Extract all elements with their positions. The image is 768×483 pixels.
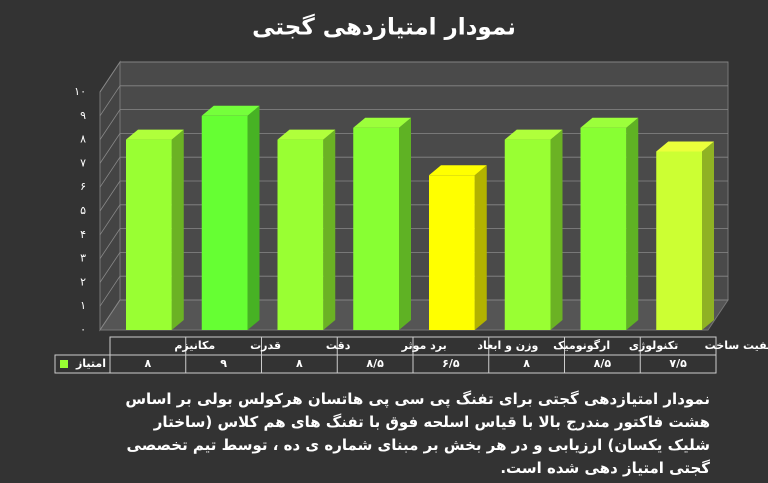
- x-tick-label: تکنولوژی: [629, 339, 678, 352]
- bar-top: [353, 117, 411, 128]
- grid-line: [99, 109, 728, 140]
- x-tick-label: مکانیزم: [174, 339, 215, 352]
- data-label: ۸: [145, 357, 152, 370]
- grid-line: [99, 61, 728, 93]
- bar-side: [626, 117, 639, 330]
- caption: نمودار امتیازدهی گجتی برای تفنگ پی سی پی…: [125, 390, 710, 477]
- bar: [504, 139, 551, 330]
- bar: [656, 151, 702, 330]
- y-tick-label: ۲: [80, 275, 86, 288]
- bar-top: [429, 165, 487, 176]
- x-tick-label: ارگونومیک: [553, 339, 610, 352]
- data-label: ۸/۵: [366, 357, 384, 370]
- bar-side: [702, 141, 714, 330]
- bar-side: [550, 129, 563, 330]
- bar: [429, 175, 475, 330]
- bar-top: [504, 129, 563, 140]
- y-tick-label: ۱۰: [74, 85, 86, 98]
- bar: [277, 139, 324, 330]
- data-label: ۸: [523, 357, 530, 370]
- data-label: ۸/۵: [594, 357, 612, 370]
- bar-side: [247, 105, 260, 330]
- y-tick-label: ۹: [80, 109, 86, 122]
- bar-top: [277, 129, 336, 140]
- y-tick-label: ۳: [80, 252, 86, 265]
- x-tick-label: دقت: [326, 339, 351, 352]
- chart-title: نمودار امتیازدهی گجتی: [252, 14, 516, 41]
- bar-side: [171, 129, 184, 330]
- bar-top: [656, 141, 714, 152]
- y-tick-label: ۶: [80, 180, 86, 193]
- y-tick-label: ۰: [80, 323, 86, 336]
- y-tick-label: ۵: [80, 204, 86, 217]
- legend-label: امتیاز: [75, 357, 106, 370]
- bar-side: [323, 129, 336, 330]
- y-tick-label: ۸: [80, 133, 86, 146]
- bar: [126, 139, 172, 330]
- bar-top: [201, 105, 260, 116]
- x-tick-label: وزن و ابعاد: [477, 339, 538, 352]
- table-frame: [54, 354, 717, 374]
- x-tick-label: برد موثر: [401, 339, 447, 352]
- y-tick-label: ۷: [80, 156, 86, 169]
- bar-top: [126, 129, 184, 140]
- bar-top: [580, 117, 639, 128]
- data-label: ۸: [296, 357, 303, 370]
- bar: [353, 127, 399, 330]
- bar: [580, 127, 627, 330]
- y-tick-label: ۴: [80, 228, 86, 241]
- bar: [201, 115, 248, 330]
- data-label: ۶/۵: [442, 357, 460, 370]
- y-tick-label: ۱: [80, 299, 86, 312]
- grid-line: [99, 85, 728, 117]
- bar-side: [474, 165, 487, 330]
- legend-swatch: [60, 360, 68, 368]
- bar-side: [399, 117, 411, 330]
- data-label: ۹: [220, 357, 227, 370]
- x-tick-label: کیفیت ساخت: [705, 339, 768, 352]
- x-tick-label: قدرت: [250, 339, 281, 352]
- data-label: ۷/۵: [669, 357, 687, 370]
